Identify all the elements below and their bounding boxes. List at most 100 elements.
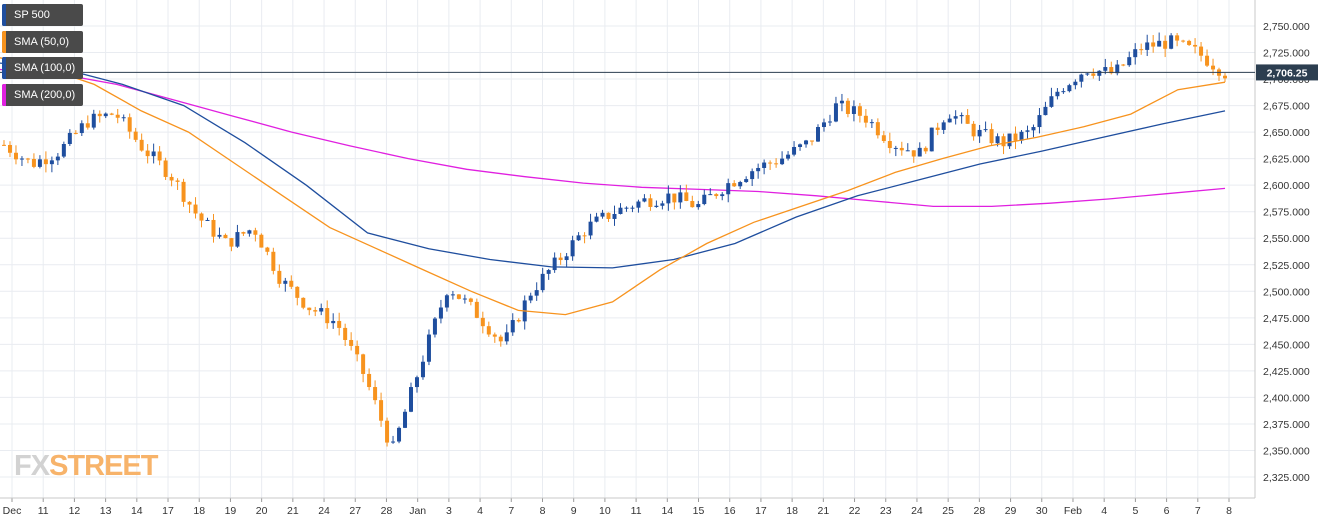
x-tick-label: 14 — [131, 505, 143, 517]
fxstreet-logo: FXSTREET — [14, 450, 158, 483]
candle-body — [857, 106, 862, 116]
candle-body — [492, 334, 497, 337]
candle-body — [726, 183, 731, 195]
candle-body — [762, 162, 767, 168]
legend-item-sp500[interactable]: SP 500 — [2, 4, 84, 26]
candle-body — [899, 147, 904, 151]
legend-item-sma50[interactable]: SMA (50,0) — [2, 30, 84, 53]
x-tick-label: 7 — [1195, 505, 1201, 517]
x-tick-label: 24 — [318, 505, 330, 517]
candle-body — [696, 204, 701, 208]
candle-body — [43, 159, 48, 165]
candle-body — [7, 144, 12, 153]
x-tick-label: 25 — [942, 505, 954, 517]
sma200-line — [0, 68, 1226, 208]
x-tick-label: 9 — [571, 505, 577, 517]
candle-body — [1109, 67, 1114, 74]
candle-body — [85, 123, 90, 128]
x-tick-label: 14 — [661, 505, 673, 517]
candle-body — [528, 295, 533, 301]
candle-body — [636, 201, 641, 208]
candle-body — [283, 280, 288, 284]
candle-body — [1001, 136, 1006, 147]
candle-body — [768, 162, 773, 164]
candle-body — [887, 141, 892, 149]
legend: SP 500 SMA (50,0) SMA (100,0) SMA (200,0… — [2, 4, 84, 110]
candle-body — [935, 127, 940, 130]
candle-body — [319, 308, 324, 312]
candle-body — [37, 159, 42, 167]
x-tick-label: 24 — [911, 505, 923, 517]
y-tick-label: 2,600.000 — [1263, 180, 1310, 192]
x-tick-label: 23 — [880, 505, 892, 517]
candle-body — [1139, 49, 1144, 51]
x-tick-label: 19 — [225, 505, 237, 517]
candle-body — [265, 247, 270, 252]
legend-item-sma200[interactable]: SMA (200,0) — [2, 83, 84, 106]
candle-body — [911, 150, 916, 157]
x-tick-label: Jan — [409, 505, 426, 517]
candle-body — [923, 147, 928, 152]
candle-body — [1091, 73, 1096, 76]
candle-body — [432, 318, 437, 335]
candle-body — [1151, 42, 1156, 47]
candle-body — [277, 270, 282, 284]
legend-item-sma100[interactable]: SMA (100,0) — [2, 57, 84, 79]
candle-body — [367, 373, 372, 388]
y-tick-label: 2,725.000 — [1263, 48, 1310, 60]
candle-body — [1025, 130, 1030, 132]
candle-body — [504, 332, 509, 342]
candle-body — [1067, 85, 1072, 92]
y-axis: 2,325.000 2,350.000 2,375.000 2,400.000 2,42… — [1263, 21, 1310, 484]
x-tick-label: 22 — [849, 505, 861, 517]
candle-body — [223, 234, 228, 239]
candle-body — [331, 320, 336, 324]
candle-body — [145, 150, 150, 157]
candle-body — [1073, 81, 1078, 86]
sma50-line — [0, 57, 1226, 316]
candle-body — [1205, 55, 1210, 66]
candle-body — [151, 151, 156, 157]
candle-body — [1175, 35, 1180, 41]
legend-label-sma100: SMA (100,0) — [14, 62, 76, 74]
current-price-label: 2,706.25 — [1267, 67, 1308, 79]
x-tick-label: 18 — [193, 505, 205, 517]
candle-body — [594, 216, 599, 222]
candle-body — [1181, 40, 1186, 42]
y-tick-label: 2,450.000 — [1263, 339, 1310, 351]
candle-body — [827, 121, 832, 123]
candle-body — [133, 131, 138, 140]
legend-swatch-sma200 — [2, 83, 6, 106]
x-tick-label: 28 — [381, 505, 393, 517]
candle-body — [863, 115, 868, 123]
candle-body — [965, 115, 970, 124]
candle-body — [1127, 57, 1132, 66]
candle-body — [1055, 91, 1060, 97]
candle-body — [869, 122, 874, 124]
x-tick-label: 20 — [256, 505, 268, 517]
x-tick-label: 13 — [100, 505, 112, 517]
candle-body — [666, 193, 671, 204]
candle-body — [438, 307, 443, 319]
candle-body — [1049, 96, 1054, 107]
candle-body — [756, 167, 761, 172]
candle-body — [929, 127, 934, 152]
logo-fx: FX — [14, 450, 50, 482]
y-tick-label: 2,375.000 — [1263, 419, 1310, 431]
y-tick-label: 2,500.000 — [1263, 286, 1310, 298]
sma100-line — [0, 62, 1226, 269]
candle-body — [1211, 65, 1216, 70]
x-tick-label: 16 — [724, 505, 736, 517]
candle-body — [109, 113, 114, 115]
candle-body — [606, 212, 611, 219]
y-tick-label: 2,750.000 — [1263, 21, 1310, 33]
candle-body — [450, 294, 455, 296]
candle-body — [361, 354, 366, 374]
candle-body — [13, 152, 18, 160]
candle-body — [1037, 115, 1042, 128]
candle-body — [1085, 73, 1090, 75]
y-tick-label: 2,400.000 — [1263, 392, 1310, 404]
candle-body — [1115, 64, 1120, 74]
candle-body — [343, 327, 348, 340]
candle-body — [91, 113, 96, 128]
